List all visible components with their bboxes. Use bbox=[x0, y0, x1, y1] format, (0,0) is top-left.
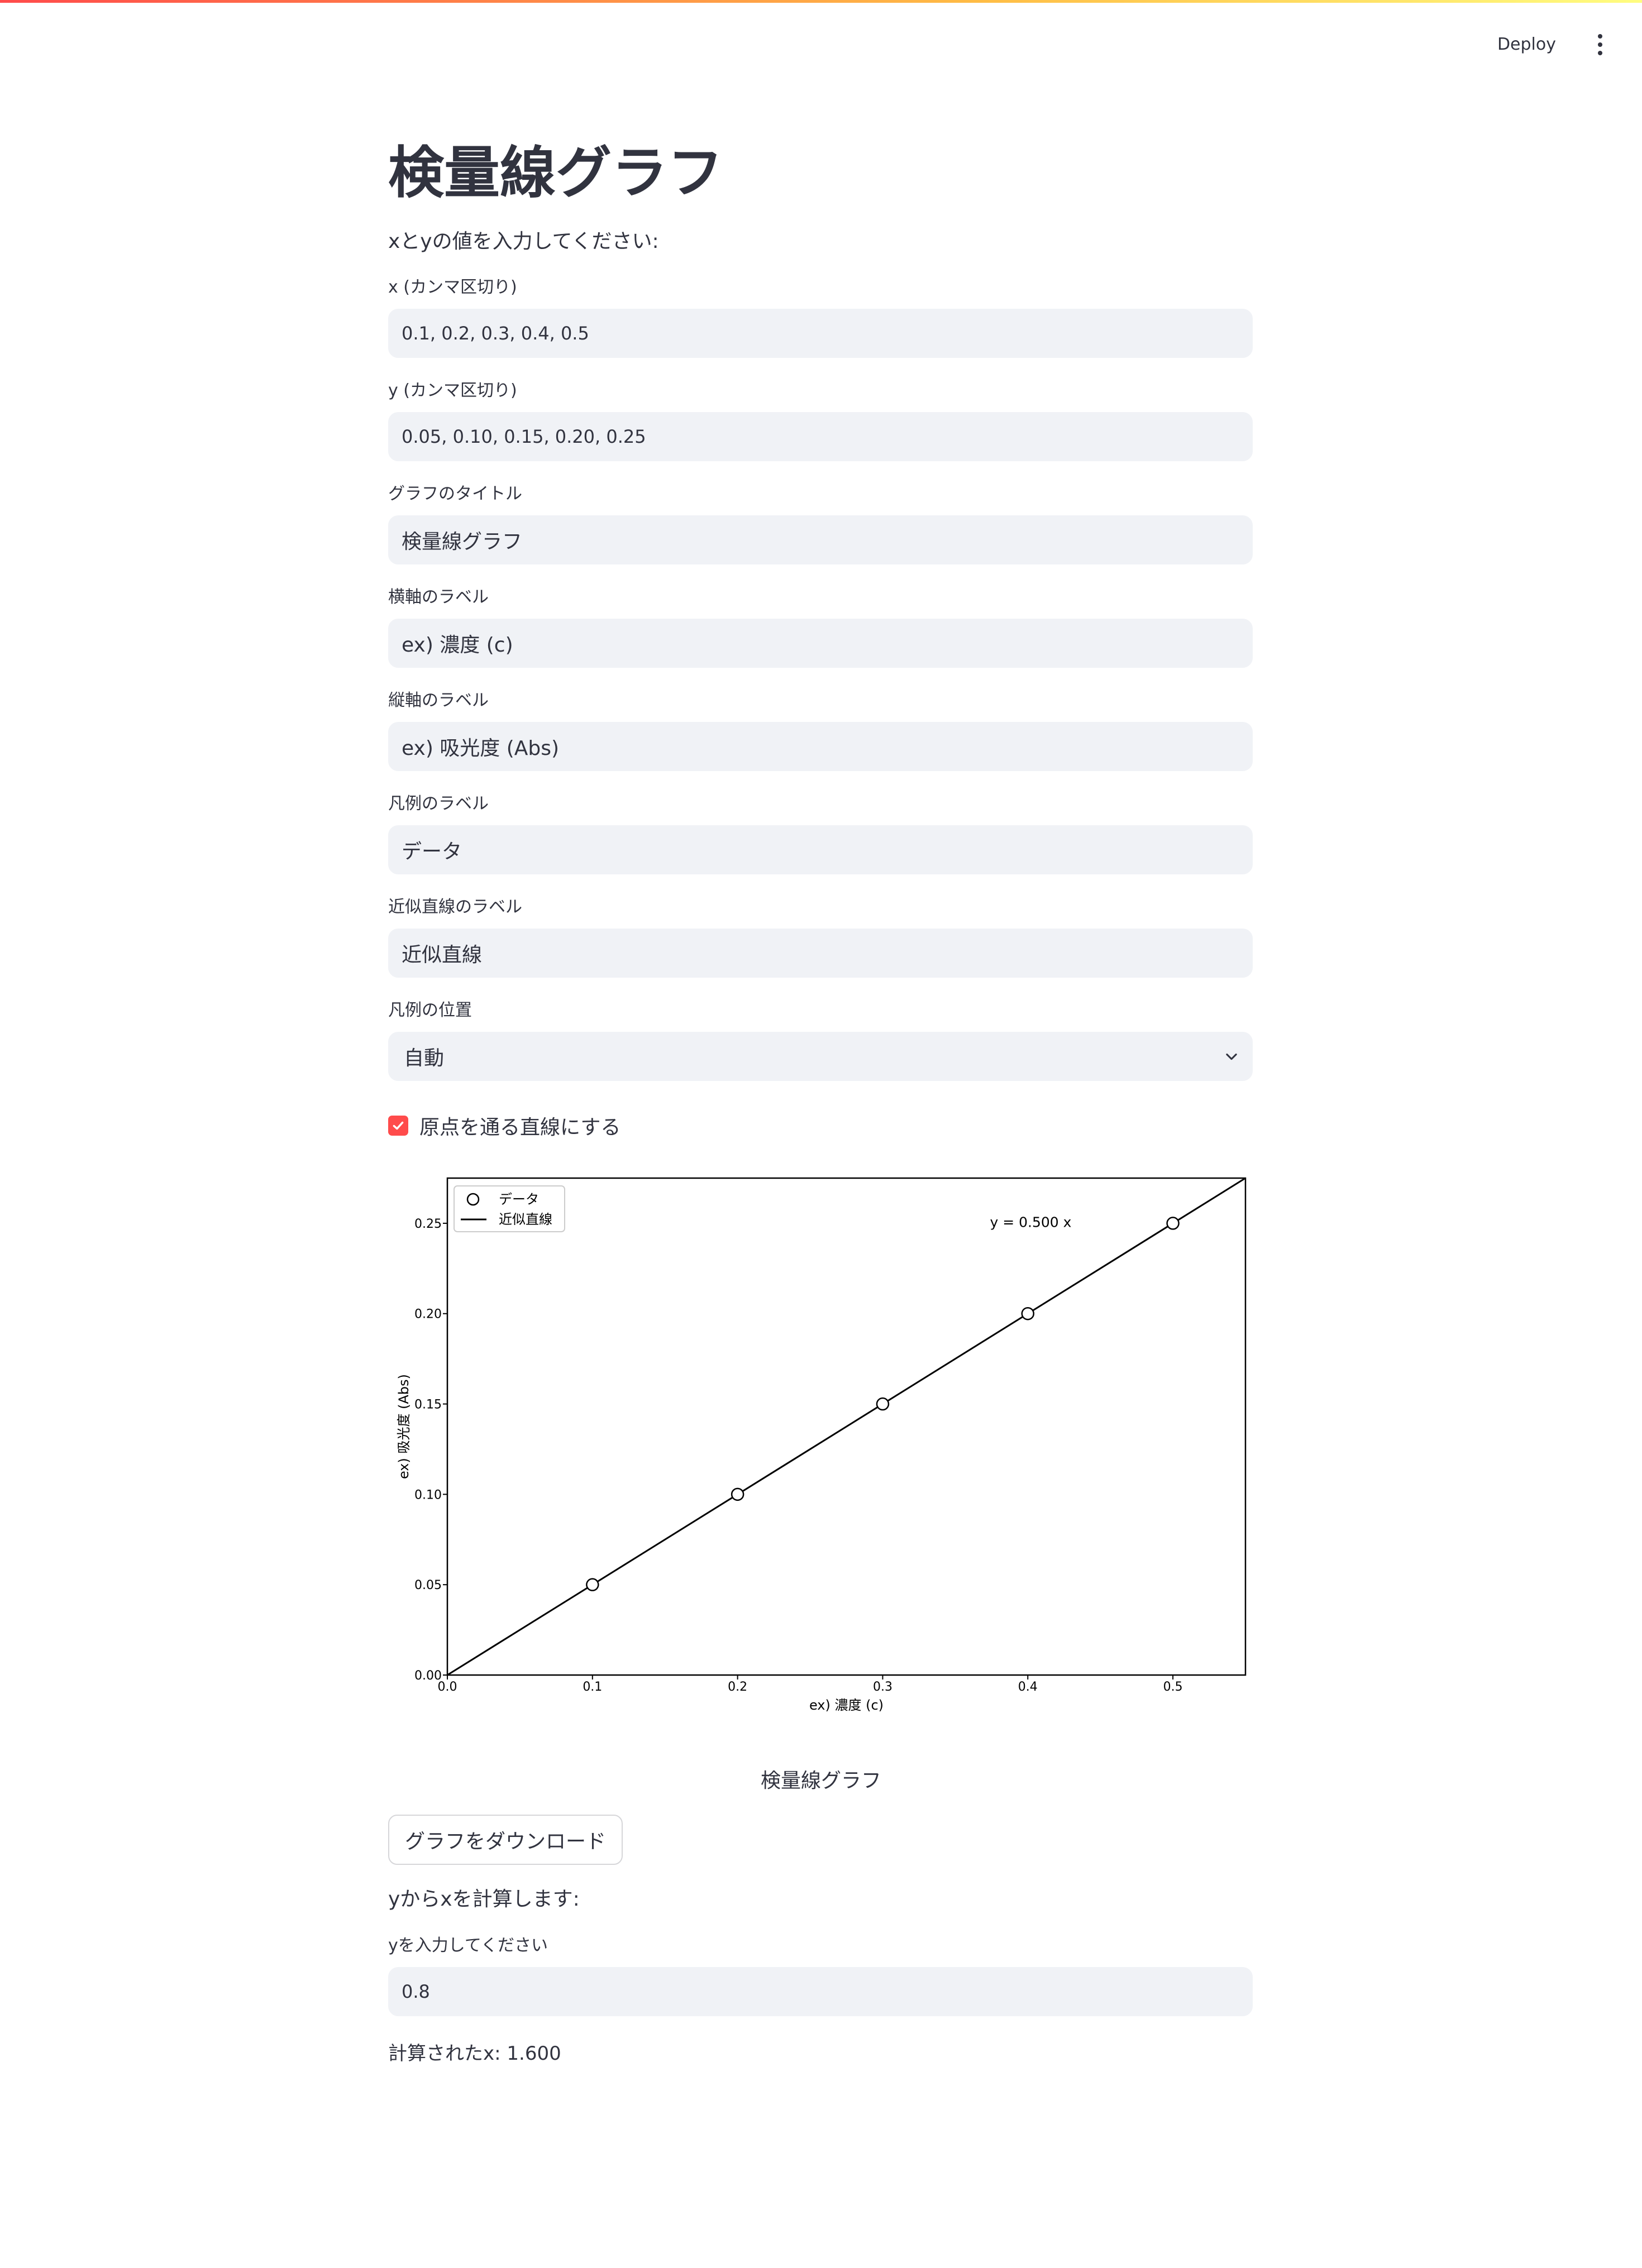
chevron-down-icon bbox=[1226, 1053, 1237, 1060]
x-axis-label-input[interactable]: ex) 濃度 (c) bbox=[388, 619, 1253, 668]
y-tick-label: 0.25 bbox=[414, 1217, 442, 1231]
x-tick-label: 0.3 bbox=[873, 1680, 892, 1694]
calibration-chart: 0.0 0.1 0.2 0.3 0.4 0.5 0.00 0.05 0.10 0.15 0.20 0.… bbox=[388, 1161, 1254, 1720]
x-axis-label-field: 横軸のラベル ex) 濃度 (c) bbox=[388, 586, 1253, 668]
fit-line-label-input[interactable]: 近似直線 bbox=[388, 929, 1253, 978]
x-axis-label-label: 横軸のラベル bbox=[388, 587, 489, 607]
fit-line-label-label: 近似直線のラベル bbox=[388, 897, 522, 917]
legend-marker-data bbox=[466, 1193, 480, 1206]
data-point bbox=[876, 1397, 890, 1411]
x-axis-label: ex) 濃度 (c) bbox=[809, 1697, 884, 1713]
legend-position-label: 凡例の位置 bbox=[388, 1001, 472, 1020]
intro-text: xとyの値を入力してください: bbox=[388, 230, 659, 253]
page-title: 検量線グラフ bbox=[388, 140, 723, 205]
fit-line-label-field: 近似直線のラベル 近似直線 bbox=[388, 896, 1253, 978]
top-decoration-bar bbox=[0, 0, 1642, 3]
y-tick-label: 0.00 bbox=[414, 1669, 442, 1683]
deploy-button[interactable]: Deploy bbox=[1490, 29, 1564, 60]
x-tick-label: 0.1 bbox=[583, 1680, 602, 1694]
y-axis-label-label: 縦軸のラベル bbox=[388, 691, 489, 710]
graph-title-label: グラフのタイトル bbox=[388, 484, 522, 504]
y-values-label: y (カンマ区切り) bbox=[388, 381, 517, 400]
x-tick-label: 0.2 bbox=[728, 1680, 747, 1694]
through-origin-checkbox[interactable]: 原点を通る直線にする bbox=[388, 1111, 620, 1140]
y-axis-label-input[interactable]: ex) 吸光度 (Abs) bbox=[388, 722, 1253, 771]
legend-label-field: 凡例のラベル データ bbox=[388, 793, 1253, 874]
x-values-input[interactable]: 0.1, 0.2, 0.3, 0.4, 0.5 bbox=[388, 309, 1253, 358]
y-values-input[interactable]: 0.05, 0.10, 0.15, 0.20, 0.25 bbox=[388, 412, 1253, 461]
plot-frame bbox=[446, 1177, 1247, 1676]
header-actions: Deploy bbox=[1490, 29, 1608, 60]
x-tick-label: 0.0 bbox=[438, 1680, 457, 1694]
equation-annotation: y = 0.500 x bbox=[990, 1214, 1071, 1230]
legend-label-data: データ bbox=[499, 1192, 539, 1207]
y-value-field: yを入力してください 0.8 bbox=[388, 1935, 1253, 2016]
y-axis-label-field: 縦軸のラベル ex) 吸光度 (Abs) bbox=[388, 690, 1253, 771]
chart-caption: 検量線グラフ bbox=[760, 1769, 881, 1792]
y-values-field: y (カンマ区切り) 0.05, 0.10, 0.15, 0.20, 0.25 bbox=[388, 380, 1253, 461]
data-point bbox=[1021, 1307, 1035, 1320]
graph-title-input[interactable]: 検量線グラフ bbox=[388, 515, 1253, 564]
checkbox-checked-icon[interactable] bbox=[388, 1116, 408, 1136]
download-graph-button[interactable]: グラフをダウンロード bbox=[388, 1815, 623, 1865]
y-value-label: yを入力してください bbox=[388, 1936, 548, 1955]
legend-position-field: 凡例の位置 自動 bbox=[388, 999, 1253, 1081]
y-tick-label: 0.05 bbox=[414, 1578, 442, 1592]
legend-label-input[interactable]: データ bbox=[388, 825, 1253, 874]
x-tick-label: 0.5 bbox=[1163, 1680, 1183, 1694]
data-point bbox=[586, 1578, 599, 1591]
legend-position-value: 自動 bbox=[404, 1047, 445, 1070]
y-axis-label: ex) 吸光度 (Abs) bbox=[396, 1374, 412, 1479]
legend-label-label: 凡例のラベル bbox=[388, 794, 489, 814]
calculated-x-result: 計算されたx: 1.600 bbox=[388, 2042, 561, 2065]
through-origin-label: 原点を通る直線にする bbox=[419, 1116, 621, 1139]
chart-svg: 0.0 0.1 0.2 0.3 0.4 0.5 0.00 0.05 0.10 0.15 0.20 0.… bbox=[396, 1177, 1247, 1713]
x-values-field: x (カンマ区切り) 0.1, 0.2, 0.3, 0.4, 0.5 bbox=[388, 276, 1253, 358]
graph-title-field: グラフのタイトル 検量線グラフ bbox=[388, 483, 1253, 564]
fit-line bbox=[447, 1177, 1246, 1676]
y-tick-label: 0.10 bbox=[414, 1488, 442, 1502]
data-point bbox=[1166, 1217, 1180, 1230]
legend-label-fit: 近似直線 bbox=[499, 1212, 552, 1227]
calc-heading: yからxを計算します: bbox=[388, 1888, 580, 1911]
y-tick-label: 0.15 bbox=[414, 1398, 442, 1412]
x-values-label: x (カンマ区切り) bbox=[388, 277, 517, 297]
y-value-input[interactable]: 0.8 bbox=[388, 1967, 1253, 2016]
x-tick-label: 0.4 bbox=[1018, 1680, 1038, 1694]
vertical-ellipsis-icon[interactable] bbox=[1592, 31, 1608, 58]
y-tick-label: 0.20 bbox=[414, 1308, 442, 1322]
legend-position-select[interactable]: 自動 bbox=[388, 1032, 1253, 1081]
data-point bbox=[731, 1487, 744, 1501]
